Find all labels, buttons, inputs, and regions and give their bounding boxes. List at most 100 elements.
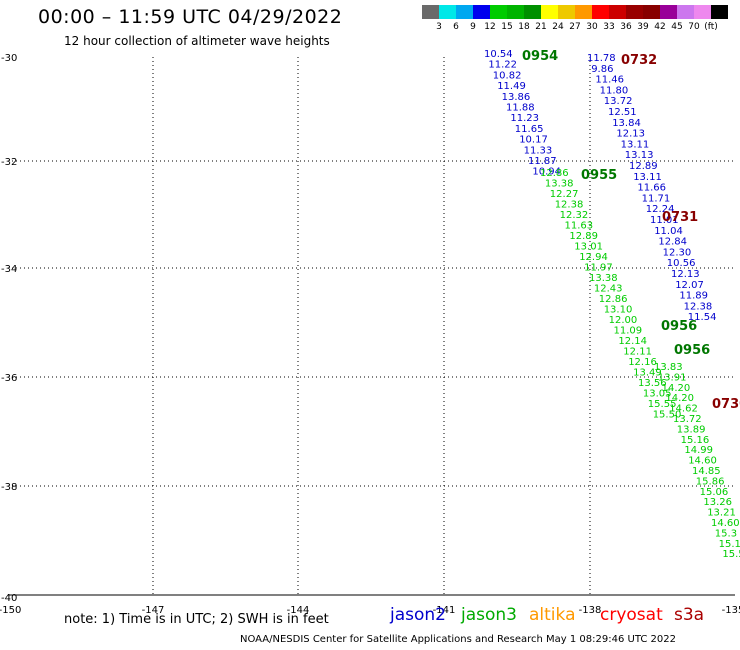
- wave-height-label: 10.94: [532, 167, 561, 178]
- wave-height-label: 12.43: [594, 284, 623, 295]
- colorbar-label: 21: [535, 22, 547, 32]
- wave-height-label: 12.38: [684, 301, 713, 312]
- y-tick-label: -36: [1, 373, 17, 384]
- wave-height-label: 12.89: [629, 161, 658, 172]
- wave-height-label: 15.16: [681, 435, 710, 446]
- pass-time-label: 0956: [674, 343, 710, 358]
- pass-time-label: 0956: [661, 319, 697, 334]
- wave-height-label: 12.27: [550, 189, 579, 200]
- note-text: note: 1) Time is in UTC; 2) SWH is in fe…: [64, 612, 329, 627]
- wave-height-label: 9.86: [591, 64, 613, 75]
- wave-height-label: 13.91: [658, 372, 687, 383]
- pass-time-label: 0730: [712, 397, 740, 412]
- wave-height-label: 12.38: [555, 200, 584, 211]
- wave-height-label: 11.46: [595, 75, 624, 86]
- pass-time-label: 0731: [662, 210, 698, 225]
- wave-height-label: 12.16: [628, 357, 657, 368]
- colorbar-swatch: [456, 5, 473, 19]
- wave-height-label: 15.5: [722, 549, 740, 560]
- wave-height-label: 11.88: [506, 103, 535, 114]
- pass-time-label: 0732: [621, 53, 657, 68]
- wave-height-label: 15.86: [696, 476, 725, 487]
- wave-height-label: 15.18: [719, 539, 740, 550]
- colorbar-swatch: [473, 5, 490, 19]
- wave-height-label: 11.97: [584, 263, 613, 274]
- y-tick-label: -40: [1, 593, 17, 604]
- colorbar-swatch: [677, 5, 694, 19]
- wave-height-label: 12.11: [623, 347, 652, 358]
- wave-height-label: 12.84: [658, 237, 687, 248]
- wave-height-label: 13.83: [654, 362, 683, 373]
- wave-height-label: 12.14: [618, 336, 647, 347]
- wave-height-label: 11.89: [679, 291, 708, 302]
- wave-height-label: 13.01: [574, 242, 603, 253]
- wave-height-label: 13.56: [638, 378, 667, 389]
- wave-height-label: 12.86: [599, 294, 628, 305]
- colorbar-swatch: [626, 5, 643, 19]
- wave-height-label: 14.85: [692, 466, 721, 477]
- colorbar-swatch: [490, 5, 507, 19]
- colorbar-label: 39: [637, 22, 649, 32]
- colorbar-label: 15: [501, 22, 513, 32]
- wave-height-label: 13.38: [589, 273, 618, 284]
- satellite-legend-s3a: s3a: [674, 605, 705, 625]
- wave-height-label: 13.86: [502, 92, 531, 103]
- wave-height-label: 11.23: [510, 113, 539, 124]
- x-tick-label: -141: [433, 605, 456, 616]
- pass-time-label: 0955: [581, 168, 617, 183]
- colorbar-swatch: [524, 5, 541, 19]
- wave-height-label: 10.56: [667, 258, 696, 269]
- wave-height-label: 14.99: [684, 445, 713, 456]
- wave-height-label: 15.3: [715, 528, 737, 539]
- wave-height-label: 14.62: [669, 404, 698, 415]
- colorbar-label: (ft): [704, 22, 718, 32]
- wave-height-label: 10.54: [484, 49, 513, 60]
- wave-height-label: 13.21: [707, 508, 736, 519]
- colorbar-swatch: [507, 5, 524, 19]
- colorbar-label: 27: [569, 22, 581, 32]
- wave-height-label: 13.84: [612, 118, 641, 129]
- colorbar-label: 3: [436, 22, 442, 32]
- colorbar-label: 6: [453, 22, 459, 32]
- wave-height-label: 12.07: [675, 280, 704, 291]
- colorbar-swatch: [711, 5, 728, 19]
- colorbar-label: 12: [484, 22, 496, 32]
- wave-height-label: 11.66: [637, 183, 666, 194]
- wave-height-label: 13.05: [643, 389, 672, 400]
- colorbar-swatch: [575, 5, 592, 19]
- wave-height-label: 10.82: [493, 70, 522, 81]
- x-tick-label: -138: [579, 605, 602, 616]
- wave-height-label: 13.72: [673, 414, 702, 425]
- wave-height-label: 11.87: [528, 156, 557, 167]
- x-tick-label: -135: [722, 605, 740, 616]
- wave-height-label: 13.11: [621, 139, 650, 150]
- colorbar-label: 33: [603, 22, 615, 32]
- colorbar-swatch: [660, 5, 677, 19]
- chart-subtitle: 12 hour collection of altimeter wave hei…: [64, 34, 330, 48]
- colorbar-label: 70: [688, 22, 700, 32]
- colorbar-label: 42: [654, 22, 666, 32]
- colorbar-swatch: [558, 5, 575, 19]
- wave-height-label: 15.50: [653, 410, 682, 421]
- colorbar-swatch: [609, 5, 626, 19]
- wave-height-label: 14.60: [711, 518, 740, 529]
- x-tick-label: -147: [142, 605, 165, 616]
- colorbar-swatch: [643, 5, 660, 19]
- wave-height-label: 14.60: [688, 456, 717, 467]
- colorbar-swatch: [439, 5, 456, 19]
- wave-height-label: 11.01: [650, 215, 679, 226]
- wave-height-label: 12.13: [671, 269, 700, 280]
- y-tick-label: -34: [1, 264, 17, 275]
- wave-height-label: 12.30: [663, 247, 692, 258]
- wave-height-label: 12.13: [616, 129, 645, 140]
- wave-height-label: 12.00: [609, 315, 638, 326]
- wave-height-label: 13.72: [604, 96, 633, 107]
- wave-height-label: 11.71: [642, 193, 671, 204]
- colorbar-swatch: [422, 5, 439, 19]
- colorbar-swatch: [694, 5, 711, 19]
- wave-height-label: 12.51: [608, 107, 637, 118]
- pass-time-label: 0954: [522, 49, 558, 64]
- wave-height-label: 10.17: [519, 135, 548, 146]
- x-tick-label: -144: [287, 605, 310, 616]
